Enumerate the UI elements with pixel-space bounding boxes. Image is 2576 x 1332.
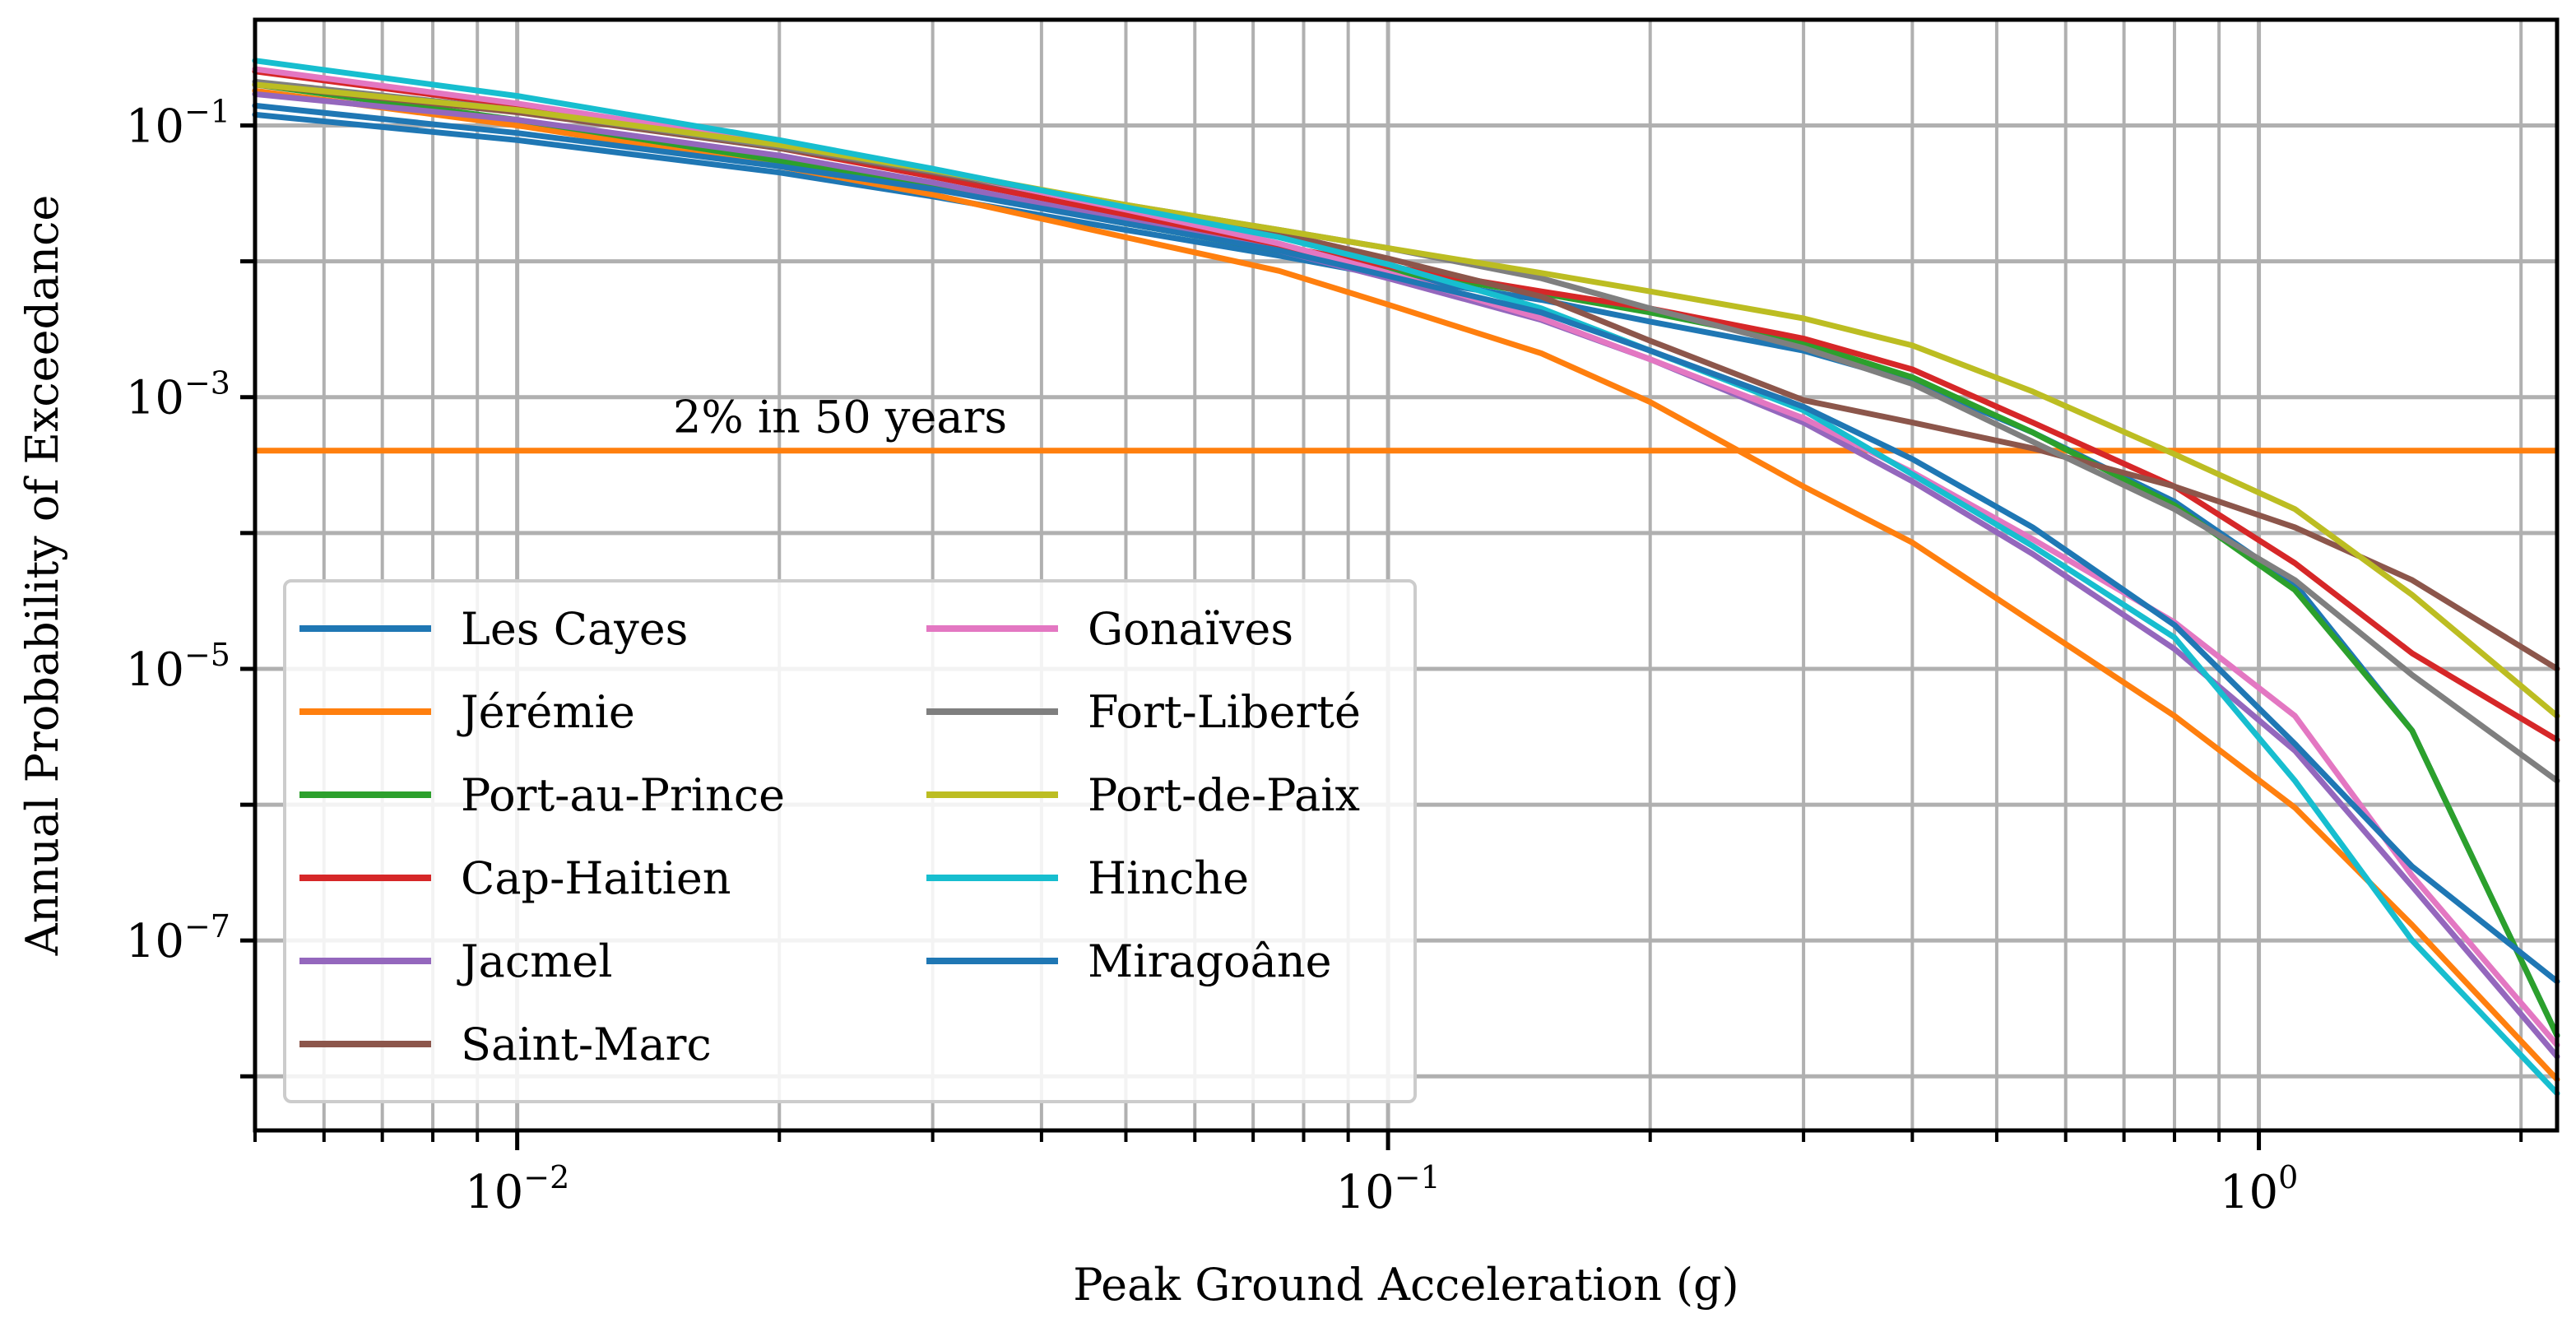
legend-label-7: Fort-Liberté	[1088, 686, 1361, 738]
x-tick-label: 10−1	[1335, 1159, 1440, 1219]
legend: Les Cayes Jérémie Port-au-Prince Cap-Haitie…	[283, 579, 1417, 1103]
legend-box	[283, 579, 1417, 1103]
legend-label-0: Les Cayes	[461, 603, 688, 655]
axes: 10−2 10−1 100 10−1 10−3 10−5 10−7	[126, 17, 2560, 1219]
x-tick-label: 10−2	[465, 1159, 569, 1219]
series-line-10	[252, 102, 2560, 985]
legend-label-1: Jérémie	[457, 686, 635, 738]
legend-label-10: Miragoâne	[1088, 935, 1332, 987]
y-tick-label: 10−5	[126, 637, 230, 697]
legend-label-9: Hinche	[1088, 852, 1249, 904]
legend-label-2: Port-au-Prince	[461, 769, 785, 821]
y-tick-label: 10−1	[126, 93, 230, 153]
legend-label-6: Gonaïves	[1088, 603, 1293, 655]
series-line-8	[252, 81, 2560, 719]
x-tick-label: 100	[2220, 1159, 2298, 1219]
legend-label-3: Cap-Haitien	[461, 852, 731, 904]
reference-line-label: 2% in 50 years	[673, 392, 1007, 443]
y-tick-label: 10−7	[126, 908, 230, 968]
series-lines	[252, 58, 2560, 1097]
plot-frame	[253, 17, 2560, 1133]
legend-label-5: Saint-Marc	[461, 1019, 712, 1070]
x-axis-label: Peak Ground Acceleration (g)	[1073, 1259, 1739, 1311]
y-tick-label: 10−3	[126, 365, 230, 425]
y-axis-label: Annual Probability of Exceedance	[16, 195, 68, 957]
legend-label-8: Port-de-Paix	[1088, 769, 1360, 821]
legend-label-4: Jacmel	[457, 935, 613, 987]
